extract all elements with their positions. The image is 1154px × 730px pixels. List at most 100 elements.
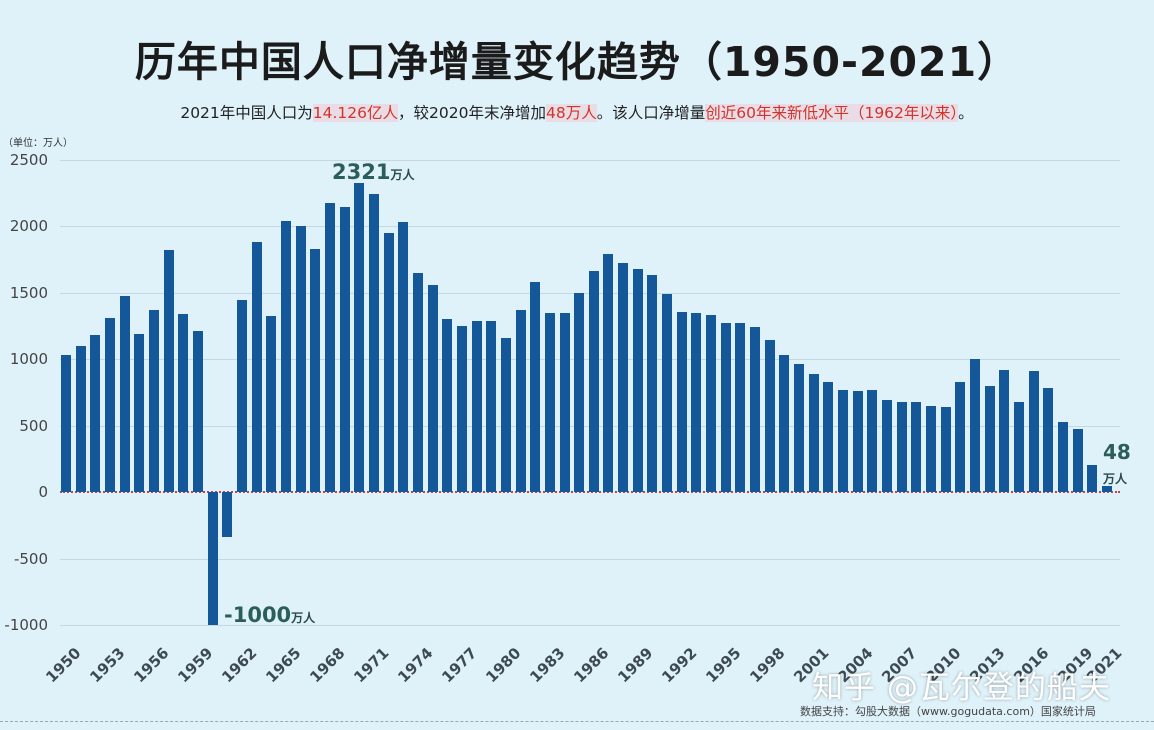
y-tick-label: 1000 bbox=[9, 350, 48, 368]
bar-1987 bbox=[603, 253, 614, 492]
bar-1952 bbox=[90, 335, 101, 492]
y-tick-label: 2000 bbox=[9, 217, 48, 235]
gridline bbox=[60, 159, 1120, 161]
bar-1970 bbox=[354, 183, 365, 492]
bar-1976 bbox=[442, 319, 453, 492]
bar-2013 bbox=[984, 385, 995, 492]
bar-1968 bbox=[324, 203, 335, 492]
bar-2019 bbox=[1072, 429, 1083, 492]
bar-1993 bbox=[691, 313, 702, 492]
bar-1995 bbox=[720, 323, 731, 492]
bar-2015 bbox=[1014, 401, 1025, 492]
bar-1963 bbox=[251, 241, 262, 492]
bar-2009 bbox=[926, 405, 937, 492]
subtitle-highlight: 14.126亿人 bbox=[312, 104, 399, 122]
annotation-unit: 万人 bbox=[291, 611, 316, 625]
y-tick-label: 0 bbox=[38, 483, 48, 501]
subtitle-text: 。 bbox=[958, 104, 974, 122]
bar-1975 bbox=[427, 284, 438, 492]
subtitle-text: 2021年中国人口为 bbox=[180, 104, 313, 122]
x-tick-label: 1953 bbox=[86, 644, 129, 687]
bar-2000 bbox=[794, 364, 805, 492]
bar-1986 bbox=[588, 271, 599, 492]
y-tick-label: 500 bbox=[19, 416, 48, 435]
bar-2003 bbox=[838, 389, 849, 492]
bar-2005 bbox=[867, 389, 878, 492]
subtitle-text: ，较2020年末净增加 bbox=[398, 104, 546, 122]
annotation-2021: 48 万人 bbox=[1103, 440, 1131, 488]
bar-1989 bbox=[632, 268, 643, 492]
bar-1967 bbox=[310, 248, 321, 492]
x-tick-label: 1971 bbox=[350, 644, 393, 687]
bar-1957 bbox=[163, 249, 174, 492]
bar-2016 bbox=[1028, 370, 1039, 492]
y-tick-label: -500 bbox=[13, 549, 48, 568]
x-tick-label: 1959 bbox=[174, 644, 217, 687]
annotation-unit: 万人 bbox=[390, 168, 415, 182]
bar-1998 bbox=[764, 340, 775, 492]
bar-1959 bbox=[192, 331, 203, 492]
x-tick-label: 1986 bbox=[570, 644, 613, 687]
bar-1979 bbox=[486, 321, 497, 492]
bar-1991 bbox=[662, 293, 673, 492]
bar-1994 bbox=[706, 315, 717, 492]
bar-1980 bbox=[500, 337, 511, 492]
bar-1977 bbox=[456, 325, 467, 492]
bar-2011 bbox=[955, 381, 966, 492]
gridline bbox=[60, 226, 1120, 227]
bar-1990 bbox=[647, 275, 658, 492]
bar-2014 bbox=[999, 369, 1010, 492]
chart-title: 历年中国人口净增量变化趋势（1950-2021） bbox=[134, 38, 1020, 86]
bar-2006 bbox=[882, 400, 893, 492]
bar-2021 bbox=[1102, 485, 1112, 492]
bar-2020 bbox=[1087, 464, 1098, 492]
x-tick-label: 1995 bbox=[702, 644, 745, 687]
data-source: 数据支持：勾股大数据（www.gogudata.com）国家统计局 bbox=[800, 705, 1096, 718]
bar-1951 bbox=[75, 345, 86, 492]
annotation-value: 2321 bbox=[332, 160, 391, 184]
bar-1992 bbox=[676, 312, 687, 492]
gridline bbox=[60, 625, 1120, 626]
x-tick-label: 1962 bbox=[218, 644, 261, 687]
x-tick-label: 1992 bbox=[658, 644, 701, 687]
gridline bbox=[60, 558, 1120, 560]
bar-1953 bbox=[104, 317, 115, 492]
bar-1964 bbox=[266, 316, 277, 492]
chart-subtitle: 2021年中国人口为14.126亿人，较2020年末净增加48万人。该人口净增量… bbox=[0, 101, 1154, 123]
bar-1955 bbox=[134, 333, 145, 492]
x-tick-label: 1998 bbox=[746, 644, 789, 687]
bar-1966 bbox=[295, 226, 306, 492]
bar-1973 bbox=[398, 222, 409, 492]
bar-1981 bbox=[515, 309, 526, 492]
bar-2008 bbox=[911, 402, 922, 492]
x-tick-label: 1950 bbox=[42, 644, 85, 687]
x-tick-label: 1983 bbox=[526, 644, 569, 687]
bar-1972 bbox=[383, 232, 394, 492]
bar-2017 bbox=[1043, 388, 1054, 492]
annotation-unit: 万人 bbox=[1103, 472, 1128, 486]
bar-1997 bbox=[750, 327, 761, 492]
unit-label: （单位：万人） bbox=[3, 138, 73, 149]
bar-1969 bbox=[339, 207, 350, 492]
bar-2010 bbox=[940, 406, 951, 492]
bar-2002 bbox=[823, 382, 834, 492]
zero-baseline bbox=[60, 491, 1120, 493]
subtitle-text: 。该人口净增量 bbox=[596, 104, 706, 122]
bar-1988 bbox=[618, 263, 629, 492]
x-tick-label: 1980 bbox=[482, 644, 525, 687]
bar-1999 bbox=[779, 355, 790, 492]
annotation-1960: -1000万人 bbox=[224, 603, 315, 627]
bar-1965 bbox=[280, 220, 291, 492]
bar-2007 bbox=[896, 401, 907, 492]
x-tick-label: 1956 bbox=[130, 644, 173, 687]
bar-2004 bbox=[852, 390, 863, 492]
bar-1956 bbox=[148, 309, 159, 492]
bar-1982 bbox=[530, 281, 541, 492]
annotation-value: 48 bbox=[1103, 440, 1131, 464]
bar-1974 bbox=[412, 272, 423, 492]
bar-1983 bbox=[544, 313, 555, 492]
bar-1996 bbox=[735, 323, 746, 492]
bar-1958 bbox=[178, 313, 189, 492]
bar-1950 bbox=[61, 355, 71, 492]
